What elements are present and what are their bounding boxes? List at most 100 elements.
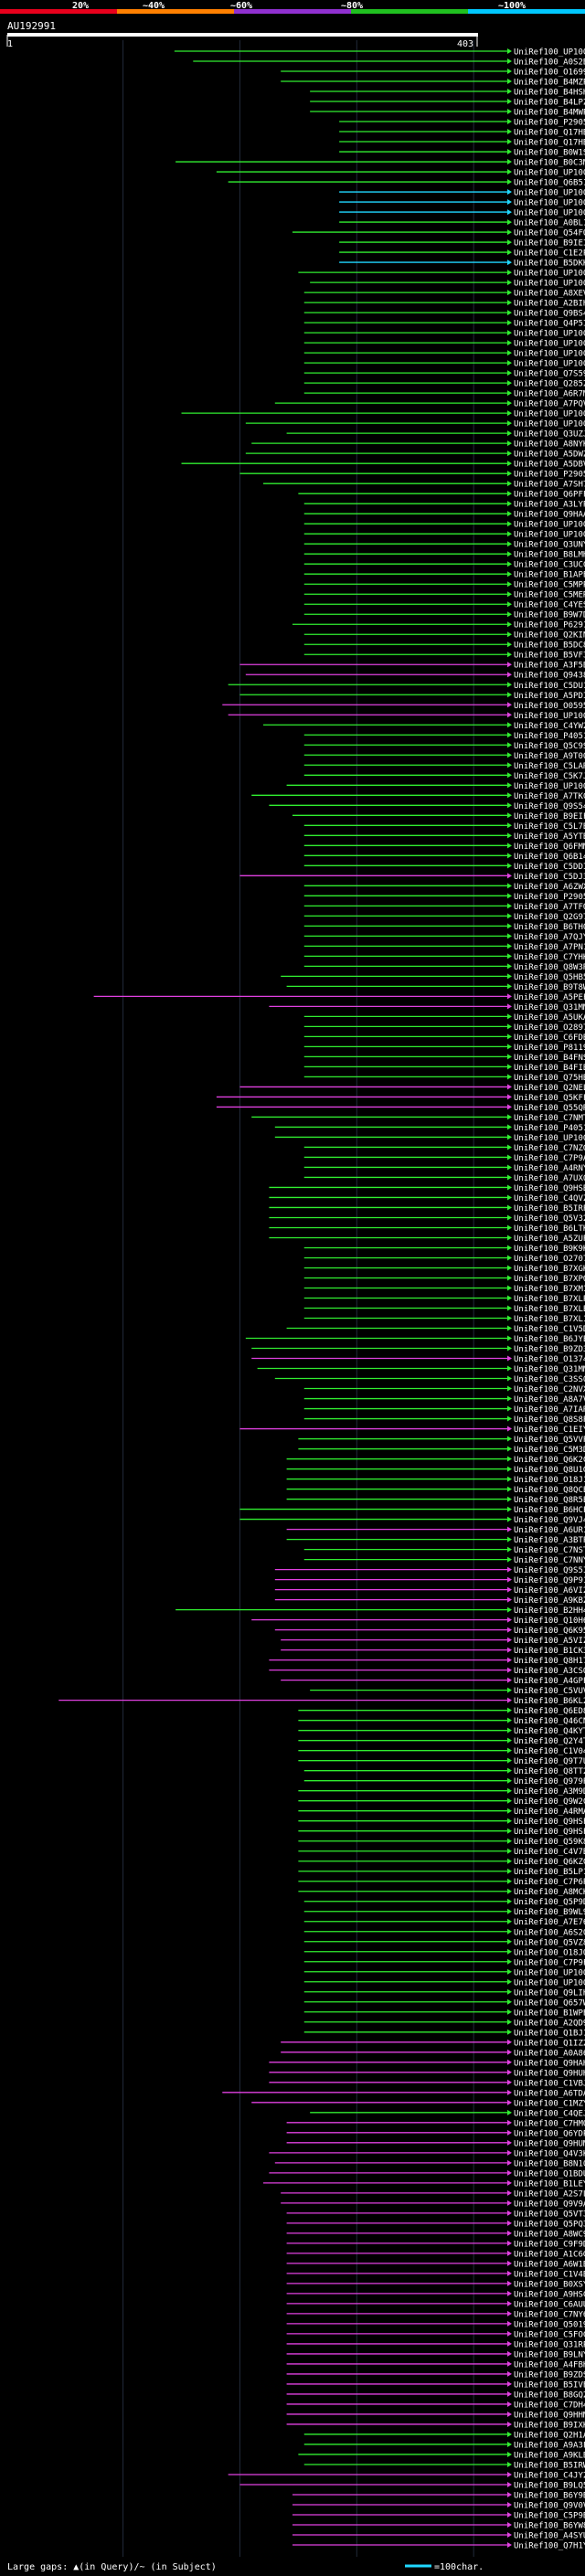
hit-row[interactable]: UniRef100_Q28523 — [303, 380, 585, 389]
hit-row[interactable]: UniRef100_Q9HSF7 — [298, 1828, 585, 1837]
hit-row[interactable]: UniRef100_Q6FMM7 — [303, 843, 585, 852]
hit-label[interactable]: UniRef100_A8A7V8 — [514, 1395, 585, 1405]
hit-row[interactable]: UniRef100_B5DC83 — [303, 641, 585, 651]
hit-label[interactable]: UniRef100_A1C6G6 — [514, 2250, 585, 2259]
hit-label[interactable]: UniRef100_B8N104 — [514, 2159, 585, 2168]
hit-row[interactable]: UniRef100_B5IRW2 — [303, 2461, 585, 2470]
hit-label[interactable]: UniRef100_Q5KFF2 — [514, 1094, 585, 1103]
hit-label[interactable]: UniRef100_A3BTP4 — [514, 1536, 585, 1545]
hit-row[interactable]: UniRef100_C5FOC9 — [286, 2330, 585, 2339]
hit-label[interactable]: UniRef100_B4HSH4 — [514, 89, 585, 98]
hit-row[interactable]: UniRef100_O16991 — [281, 69, 585, 78]
hit-row[interactable]: UniRef100_O27078 — [303, 1255, 585, 1264]
hit-row[interactable]: UniRef100_C4QEJ3 — [310, 2109, 585, 2118]
hit-row[interactable]: UniRef100_C1V049 — [298, 1747, 585, 1756]
hit-label[interactable]: UniRef100_P62915 — [514, 621, 585, 631]
hit-row[interactable]: UniRef100_Q8R5E3 — [286, 1496, 585, 1505]
hit-label[interactable]: UniRef100_UP1000... — [514, 410, 585, 419]
hit-label[interactable]: UniRef100_UP1000... — [514, 280, 585, 289]
hit-row[interactable]: UniRef100_A9KBZ0 — [274, 1596, 585, 1606]
hit-row[interactable]: UniRef100_C1E2P1 — [339, 249, 585, 259]
hit-label[interactable]: UniRef100_UP1000... — [514, 420, 585, 429]
hit-row[interactable]: UniRef100_A7TFQ4 — [303, 903, 585, 912]
hit-row[interactable]: UniRef100_B9WL95 — [303, 1908, 585, 1917]
hit-label[interactable]: UniRef100_A7E760 — [514, 1918, 585, 1927]
hit-row[interactable]: UniRef100_Q1BDU4 — [269, 2169, 585, 2178]
hit-label[interactable]: UniRef100_A8WC96 — [514, 2230, 585, 2239]
hit-label[interactable]: UniRef100_A5PEF7 — [514, 993, 585, 1002]
hit-row[interactable]: UniRef100_A7PN17 — [303, 943, 585, 952]
hit-label[interactable]: UniRef100_Q2Y4T6 — [514, 1737, 585, 1746]
hit-row[interactable]: UniRef100_B6Y9B2 — [292, 2491, 585, 2500]
hit-label[interactable]: UniRef100_B1APE1 — [514, 571, 585, 580]
hit-label[interactable]: UniRef100_Q5VT35 — [514, 2210, 585, 2219]
hit-label[interactable]: UniRef100_C5K7J2 — [514, 772, 585, 781]
hit-label[interactable]: UniRef100_A4SYU2 — [514, 2531, 585, 2540]
hit-label[interactable]: UniRef100_A0BL15 — [514, 219, 585, 228]
hit-label[interactable]: UniRef100_A3F5B0 — [514, 662, 585, 671]
hit-row[interactable]: UniRef100_Q5V321 — [269, 1214, 585, 1224]
hit-label[interactable]: UniRef100_A4GPF2 — [514, 1677, 585, 1686]
hit-label[interactable]: UniRef100_A2BIH7 — [514, 300, 585, 309]
hit-row[interactable]: UniRef100_UP1000... — [303, 360, 585, 369]
hit-row[interactable]: UniRef100_Q9LIH6 — [303, 1988, 585, 1998]
hit-label[interactable]: UniRef100_A3CSQ6 — [514, 1667, 585, 1676]
hit-label[interactable]: UniRef100_O05950 — [514, 702, 585, 711]
hit-label[interactable]: UniRef100_A8MCK6 — [514, 1888, 585, 1897]
hit-label[interactable]: UniRef100_P81190 — [514, 1044, 585, 1053]
hit-label[interactable]: UniRef100_Q6K954 — [514, 1627, 585, 1636]
hit-row[interactable]: UniRef100_B1APE1 — [303, 571, 585, 580]
hit-row[interactable]: UniRef100_C7YHK8 — [303, 953, 585, 962]
hit-row[interactable]: UniRef100_B7XM12 — [303, 1285, 585, 1294]
hit-row[interactable]: UniRef100_B8LMH1 — [303, 551, 585, 560]
hit-label[interactable]: UniRef100_B7XLE4 — [514, 1305, 585, 1314]
hit-row[interactable]: UniRef100_C2NVX5 — [303, 1385, 585, 1394]
hit-row[interactable]: UniRef100_A9KLB5 — [298, 2451, 585, 2460]
hit-label[interactable]: UniRef100_Q5P9D3 — [514, 1898, 585, 1907]
hit-row[interactable]: UniRef100_B5VF34 — [303, 652, 585, 661]
hit-row[interactable]: UniRef100_Q31MM4 — [269, 1003, 585, 1012]
hit-label[interactable]: UniRef100_B8GQ29 — [514, 2390, 585, 2400]
hit-row[interactable]: UniRef100_C7P6P5 — [298, 1878, 585, 1887]
hit-label[interactable]: UniRef100_A9KBZ0 — [514, 1596, 585, 1606]
hit-row[interactable]: UniRef100_Q9HAA3 — [303, 511, 585, 520]
hit-row[interactable]: UniRef100_Q9HAH4 — [269, 2059, 585, 2068]
hit-row[interactable]: UniRef100_A8MCK6 — [298, 1888, 585, 1897]
hit-label[interactable]: UniRef100_Q1IZ27 — [514, 2039, 585, 2048]
hit-label[interactable]: UniRef100_UP1000... — [514, 350, 585, 359]
hit-label[interactable]: UniRef100_UP1000... — [514, 1134, 585, 1143]
hit-row[interactable]: UniRef100_C5MPP1 — [303, 581, 585, 590]
hit-row[interactable]: UniRef100_C3UCC3 — [303, 561, 585, 570]
hit-row[interactable]: UniRef100_UP1000... — [303, 521, 585, 530]
hit-row[interactable]: UniRef100_C7NMT2 — [251, 1114, 585, 1123]
hit-label[interactable]: UniRef100_C5MER5 — [514, 591, 585, 600]
hit-row[interactable]: UniRef100_Q59K82 — [298, 1838, 585, 1847]
hit-row[interactable]: UniRef100_C5K7J2 — [303, 772, 585, 781]
hit-row[interactable]: UniRef100_B0XSY9 — [286, 2280, 585, 2289]
hit-label[interactable]: UniRef100_A6W1B8 — [514, 2260, 585, 2269]
hit-label[interactable]: UniRef100_O18JQ1 — [514, 1948, 585, 1957]
hit-label[interactable]: UniRef100_A5YTB0 — [514, 832, 585, 842]
hit-row[interactable]: UniRef100_UP1000... — [303, 350, 585, 359]
hit-row[interactable]: UniRef100_B9T8W1 — [286, 983, 585, 992]
hit-label[interactable]: UniRef100_Q9HHM5 — [514, 2411, 585, 2420]
hit-row[interactable]: UniRef100_UP1000... — [228, 712, 585, 721]
hit-row[interactable]: UniRef100_UP1000... — [174, 48, 585, 58]
hit-label[interactable]: UniRef100_C2NVX5 — [514, 1385, 585, 1394]
hit-row[interactable]: UniRef100_Q2G971 — [303, 913, 585, 922]
hit-row[interactable]: UniRef100_B7XLP2 — [303, 1295, 585, 1304]
hit-label[interactable]: UniRef100_Q5C9S5 — [514, 742, 585, 751]
hit-label[interactable]: UniRef100_UP1000... — [514, 199, 585, 208]
hit-row[interactable]: UniRef100_Q54FQ6 — [292, 229, 585, 239]
hit-label[interactable]: UniRef100_Q8R5E3 — [514, 1496, 585, 1505]
hit-row[interactable]: UniRef100_Q9VJ47 — [239, 1516, 585, 1525]
hit-row[interactable]: UniRef100_Q9V0V5 — [292, 2501, 585, 2510]
hit-row[interactable]: UniRef100_P29055 — [303, 893, 585, 902]
hit-row[interactable]: UniRef100_UP1000... — [310, 280, 585, 289]
hit-label[interactable]: UniRef100_B5IRW2 — [514, 2461, 585, 2470]
hit-label[interactable]: UniRef100_C4QEJ3 — [514, 2109, 585, 2118]
hit-row[interactable]: UniRef100_Q8QCE6 — [286, 1486, 585, 1495]
hit-label[interactable]: UniRef100_Q10H61 — [514, 1617, 585, 1626]
hit-label[interactable]: UniRef100_O13749 — [514, 1355, 585, 1364]
hit-row[interactable]: UniRef100_A6ZWX1 — [303, 883, 585, 892]
